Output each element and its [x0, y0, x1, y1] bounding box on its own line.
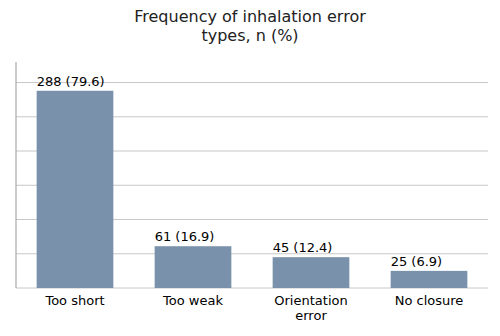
grid [16, 83, 488, 288]
bar [273, 257, 350, 288]
x-tick-label: Orientationerror [274, 293, 347, 323]
data-label: 45 (12.4) [273, 240, 333, 255]
chart-title: Frequency of inhalation errortypes, n (%… [134, 7, 366, 45]
bar [391, 271, 468, 288]
bars [37, 91, 468, 288]
bar [155, 246, 232, 288]
bar [37, 91, 114, 288]
x-tick-label: No closure [395, 293, 464, 308]
chart-container: Frequency of inhalation errortypes, n (%… [0, 0, 500, 336]
data-label: 25 (6.9) [391, 254, 443, 269]
y-axis-line [16, 62, 17, 288]
x-tick-label: Too weak [162, 293, 223, 308]
data-label: 288 (79.6) [37, 74, 105, 89]
chart-svg: Frequency of inhalation errortypes, n (%… [0, 0, 500, 336]
x-tick-label: Too short [44, 293, 104, 308]
data-label: 61 (16.9) [155, 229, 215, 244]
